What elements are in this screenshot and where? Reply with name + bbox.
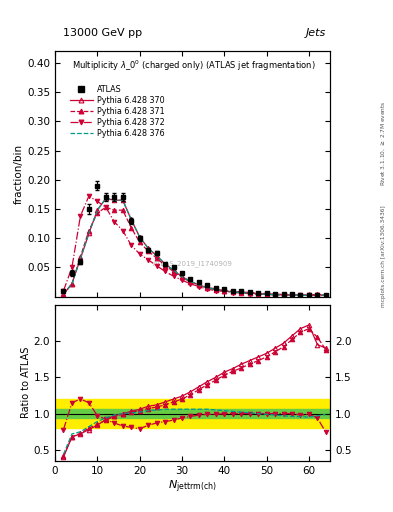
Legend: ATLAS, Pythia 6.428 370, Pythia 6.428 371, Pythia 6.428 372, Pythia 6.428 376: ATLAS, Pythia 6.428 370, Pythia 6.428 37…: [70, 84, 164, 138]
Text: Multiplicity $\lambda\_0^0$ (charged only) (ATLAS jet fragmentation): Multiplicity $\lambda\_0^0$ (charged onl…: [72, 58, 315, 73]
Text: Jets: Jets: [306, 28, 326, 38]
Text: ATLAS_2019_I1740909: ATLAS_2019_I1740909: [152, 261, 233, 267]
Y-axis label: fraction/bin: fraction/bin: [14, 144, 24, 204]
Text: 13000 GeV pp: 13000 GeV pp: [63, 28, 142, 38]
Y-axis label: Ratio to ATLAS: Ratio to ATLAS: [21, 347, 31, 418]
X-axis label: $N_{\mathrm{jettrm(ch)}}$: $N_{\mathrm{jettrm(ch)}}$: [168, 478, 217, 495]
Text: mcplots.cern.ch [arXiv:1306.3436]: mcplots.cern.ch [arXiv:1306.3436]: [381, 205, 386, 307]
Text: Rivet 3.1.10, $\geq$ 2.7M events: Rivet 3.1.10, $\geq$ 2.7M events: [379, 100, 387, 186]
